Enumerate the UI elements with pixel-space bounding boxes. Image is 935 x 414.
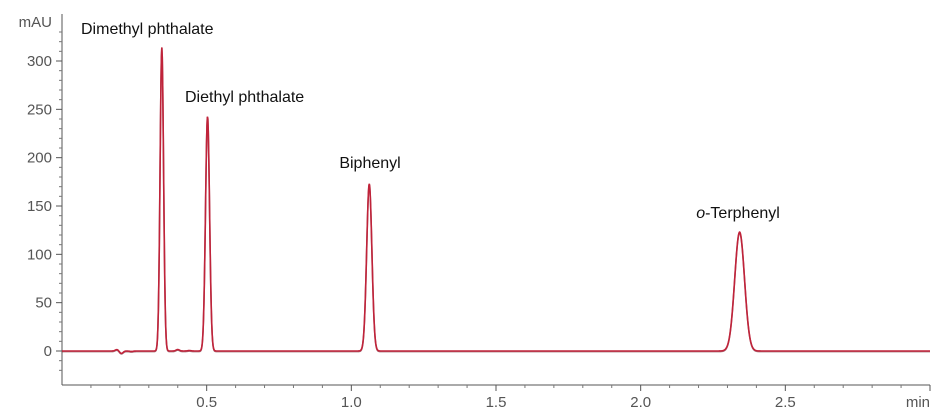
x-tick-label: 2.5 [775,394,796,409]
x-tick-label: 2.0 [630,394,651,409]
peak-label: Dimethyl phthalate [81,21,214,38]
y-tick-label: 200 [27,150,52,167]
peak-labels: Dimethyl phthalate Diethyl phthalate Biphe… [81,21,780,222]
peak-label-part: Dimethyl phthalate [81,21,214,38]
y-tick-label: 150 [27,198,52,215]
x-tick-label: 1.0 [341,394,362,409]
peak-label: o-Terphenyl [696,205,780,222]
tick-group: 0 50 100 150 200 250 300 mAU 0.5 1.0 1.5 2.0 2.5 min [19,14,931,411]
chromatogram-trace [62,47,930,355]
y-tick-label: 50 [35,295,52,312]
y-axis-unit: mAU [19,14,52,31]
x-tick-label: 1.5 [486,394,507,409]
x-axis-unit: min [906,394,930,409]
y-tick-label: 0 [44,343,52,360]
y-tick-label: 300 [27,53,52,70]
peak-label: Biphenyl [339,155,400,172]
peak-label-part: -Terphenyl [705,205,780,222]
trace-group [62,47,930,355]
y-tick-label: 100 [27,246,52,263]
peak-label-part: Diethyl phthalate [185,89,304,106]
x-tick-label: 0.5 [196,394,217,409]
peak-label-part: o [696,205,705,222]
y-tick-label: 250 [27,101,52,118]
peak-label-part: Biphenyl [339,155,400,172]
axes [61,14,930,386]
peak-label: Diethyl phthalate [185,89,304,106]
